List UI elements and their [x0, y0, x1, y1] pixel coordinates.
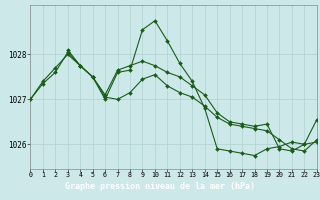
Text: Graphe pression niveau de la mer (hPa): Graphe pression niveau de la mer (hPa) — [65, 182, 255, 191]
